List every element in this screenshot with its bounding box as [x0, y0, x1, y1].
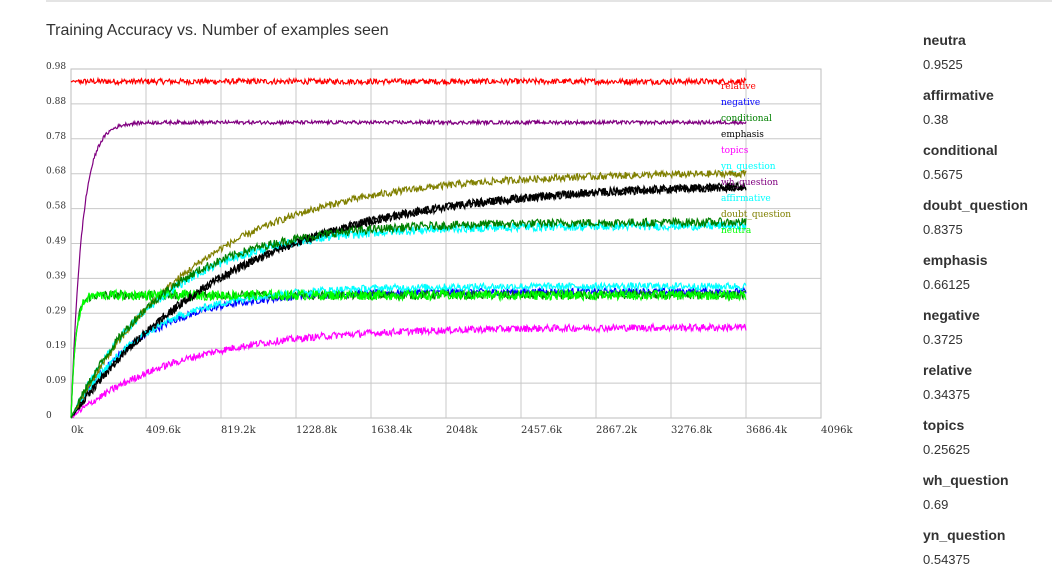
legend-entry: negative: [721, 98, 760, 108]
stat-name: doubt_question: [923, 197, 1028, 213]
legend-entry: neutra: [721, 226, 752, 236]
series-line: [70, 181, 747, 418]
stat-item: wh_question 0.69: [923, 470, 1052, 523]
stat-value: 0.8375: [923, 222, 963, 237]
legend-entry: emphasis: [721, 130, 764, 140]
stat-item: neutra 0.9525: [923, 30, 1052, 83]
stat-item: relative 0.34375: [923, 360, 1052, 413]
x-tick-label: 0k: [71, 425, 84, 436]
legend-entry: doubt_question: [721, 210, 791, 220]
stat-value: 0.54375: [923, 552, 970, 567]
stat-name: conditional: [923, 142, 998, 158]
stat-value: 0.25625: [923, 442, 970, 457]
stat-name: topics: [923, 417, 965, 433]
stat-item: yn_question 0.54375: [923, 525, 1052, 578]
x-tick-label: 1228.8k: [296, 425, 338, 436]
series-line: [70, 216, 747, 419]
stat-value: 0.66125: [923, 277, 970, 292]
x-tick-label: 2457.6k: [521, 425, 563, 436]
chart-title: Training Accuracy vs. Number of examples…: [46, 22, 389, 39]
y-tick-label: 0: [46, 411, 52, 421]
stat-item: doubt_question 0.8375: [923, 195, 1052, 248]
stat-name: relative: [923, 362, 973, 378]
stat-name: yn_question: [923, 527, 1006, 543]
x-tick-label: 1638.4k: [371, 425, 413, 436]
stat-name: emphasis: [923, 252, 988, 268]
legend-entry: conditional: [721, 114, 772, 124]
stat-item: topics 0.25625: [923, 415, 1052, 468]
stat-value: 0.9525: [923, 57, 963, 72]
y-tick-label: 0.39: [46, 271, 66, 281]
stat-item: conditional 0.5675: [923, 140, 1052, 193]
accuracy-chart: 0k 409.6k 819.2k 1228.8k 1638.4k 2048k 2457.6k…: [46, 62, 853, 436]
stat-value: 0.5675: [923, 167, 963, 182]
stat-value: 0.69: [923, 497, 949, 512]
x-tick-label: 409.6k: [146, 425, 182, 436]
stat-value: 0.38: [923, 112, 949, 127]
top-divider: [46, 0, 1052, 2]
y-tick-label: 0.49: [46, 237, 66, 247]
series-line: [70, 118, 747, 418]
stat-item: negative 0.3725: [923, 305, 1052, 358]
x-tick-label: 819.2k: [221, 425, 257, 436]
y-tick-label: 0.78: [46, 132, 66, 142]
stats-panel: neutra 0.9525 affirmative 0.38 conditional…: [923, 28, 1052, 578]
stat-name: wh_question: [923, 472, 1009, 488]
x-tick-label: 4096k: [821, 425, 853, 436]
stat-value: 0.3725: [923, 332, 963, 347]
legend-entry: relative: [721, 82, 756, 92]
stat-name: negative: [923, 307, 980, 323]
legend-entry: topics: [721, 146, 749, 156]
stat-value: 0.34375: [923, 387, 970, 402]
x-tick-label: 3686.4k: [746, 425, 788, 436]
series-line: [70, 220, 747, 419]
series-line: [70, 281, 747, 419]
stat-name: neutra: [923, 32, 966, 48]
stat-name: affirmative: [923, 87, 994, 103]
y-tick-label: 0.98: [46, 62, 66, 72]
y-tick-label: 0.68: [46, 167, 66, 177]
y-tick-label: 0.19: [46, 341, 66, 351]
x-tick-label: 2867.2k: [596, 425, 638, 436]
legend-entry: affirmative: [721, 194, 771, 204]
x-tick-label: 3276.8k: [671, 425, 713, 436]
y-tick-label: 0.58: [46, 202, 66, 212]
series-line: [70, 322, 747, 419]
legend-entry: wh_question: [721, 178, 778, 188]
x-tick-label: 2048k: [446, 425, 478, 436]
stat-item: affirmative 0.38: [923, 85, 1052, 138]
y-tick-label: 0.88: [46, 97, 66, 107]
series-line: [70, 76, 747, 87]
y-tick-label: 0.29: [46, 306, 66, 316]
y-tick-label: 0.09: [46, 376, 66, 386]
legend-entry: yn_question: [720, 162, 776, 172]
series-line: [70, 168, 747, 419]
stat-item: emphasis 0.66125: [923, 250, 1052, 303]
